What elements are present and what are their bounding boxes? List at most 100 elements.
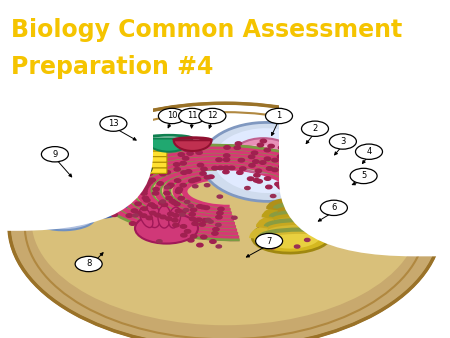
Text: 2: 2 bbox=[312, 124, 318, 133]
Circle shape bbox=[329, 134, 356, 149]
Circle shape bbox=[217, 195, 222, 198]
Circle shape bbox=[200, 206, 206, 209]
Circle shape bbox=[212, 166, 218, 170]
Circle shape bbox=[266, 108, 292, 124]
Text: 6: 6 bbox=[331, 203, 337, 212]
Circle shape bbox=[120, 198, 126, 201]
Bar bbox=[0, 83, 450, 154]
Circle shape bbox=[141, 207, 148, 211]
Circle shape bbox=[164, 186, 170, 189]
Circle shape bbox=[142, 196, 148, 200]
FancyBboxPatch shape bbox=[138, 156, 167, 162]
Circle shape bbox=[153, 188, 159, 191]
Circle shape bbox=[201, 167, 207, 171]
Circle shape bbox=[254, 173, 260, 177]
Circle shape bbox=[158, 108, 185, 124]
Circle shape bbox=[141, 189, 147, 193]
Circle shape bbox=[95, 196, 102, 199]
Circle shape bbox=[100, 116, 127, 131]
Ellipse shape bbox=[214, 128, 322, 193]
Circle shape bbox=[170, 145, 176, 149]
Circle shape bbox=[199, 223, 205, 226]
Circle shape bbox=[248, 155, 255, 159]
Text: 8: 8 bbox=[86, 260, 91, 268]
Circle shape bbox=[176, 187, 183, 191]
Circle shape bbox=[216, 215, 222, 219]
Circle shape bbox=[280, 177, 286, 181]
Circle shape bbox=[196, 151, 202, 154]
Circle shape bbox=[142, 174, 148, 177]
Text: 10: 10 bbox=[166, 112, 177, 120]
Circle shape bbox=[203, 206, 210, 210]
Circle shape bbox=[129, 192, 135, 195]
Circle shape bbox=[223, 170, 229, 174]
Circle shape bbox=[93, 164, 99, 167]
Circle shape bbox=[175, 209, 181, 213]
Ellipse shape bbox=[349, 216, 362, 220]
Ellipse shape bbox=[76, 198, 93, 202]
Circle shape bbox=[292, 153, 298, 156]
Wedge shape bbox=[127, 168, 152, 175]
Circle shape bbox=[169, 199, 176, 203]
Circle shape bbox=[270, 194, 276, 198]
Circle shape bbox=[146, 172, 153, 175]
Circle shape bbox=[200, 138, 207, 142]
Circle shape bbox=[189, 179, 195, 183]
Circle shape bbox=[133, 214, 138, 217]
Circle shape bbox=[270, 237, 276, 240]
Circle shape bbox=[328, 166, 334, 169]
Circle shape bbox=[174, 202, 180, 206]
Circle shape bbox=[154, 163, 160, 166]
Ellipse shape bbox=[140, 208, 153, 227]
Circle shape bbox=[111, 213, 117, 217]
Circle shape bbox=[157, 182, 163, 185]
Circle shape bbox=[347, 161, 353, 165]
Circle shape bbox=[216, 245, 221, 248]
Ellipse shape bbox=[47, 212, 88, 227]
Ellipse shape bbox=[32, 185, 126, 218]
Circle shape bbox=[309, 170, 315, 174]
Circle shape bbox=[176, 190, 182, 193]
Circle shape bbox=[190, 208, 197, 212]
Circle shape bbox=[188, 238, 194, 242]
Circle shape bbox=[200, 172, 206, 175]
Circle shape bbox=[189, 213, 195, 216]
FancyBboxPatch shape bbox=[0, 6, 153, 231]
Circle shape bbox=[315, 160, 321, 164]
Circle shape bbox=[320, 178, 326, 182]
Circle shape bbox=[173, 223, 179, 227]
Circle shape bbox=[164, 191, 170, 195]
Circle shape bbox=[120, 183, 126, 187]
Circle shape bbox=[218, 207, 224, 211]
Circle shape bbox=[166, 196, 172, 200]
Circle shape bbox=[139, 156, 145, 160]
Circle shape bbox=[204, 184, 210, 187]
Circle shape bbox=[164, 171, 171, 174]
Circle shape bbox=[279, 146, 285, 149]
Text: 11: 11 bbox=[187, 112, 198, 120]
Circle shape bbox=[135, 212, 142, 215]
Text: Biology Common Assessment: Biology Common Assessment bbox=[11, 18, 402, 42]
Circle shape bbox=[216, 223, 221, 226]
Circle shape bbox=[338, 172, 344, 176]
Circle shape bbox=[277, 155, 284, 158]
Ellipse shape bbox=[65, 202, 82, 207]
Circle shape bbox=[348, 171, 355, 174]
Circle shape bbox=[161, 203, 167, 207]
Circle shape bbox=[264, 148, 270, 152]
Circle shape bbox=[180, 210, 186, 214]
Circle shape bbox=[191, 143, 197, 146]
Text: 9: 9 bbox=[52, 150, 58, 159]
Circle shape bbox=[198, 163, 204, 167]
Text: 3: 3 bbox=[340, 137, 346, 146]
Circle shape bbox=[181, 234, 187, 237]
Circle shape bbox=[140, 162, 146, 166]
Circle shape bbox=[141, 192, 147, 195]
Ellipse shape bbox=[32, 116, 419, 325]
Circle shape bbox=[249, 164, 255, 167]
Wedge shape bbox=[145, 139, 192, 152]
Circle shape bbox=[340, 158, 346, 162]
Circle shape bbox=[97, 169, 104, 173]
Circle shape bbox=[196, 218, 202, 222]
Circle shape bbox=[237, 171, 243, 174]
